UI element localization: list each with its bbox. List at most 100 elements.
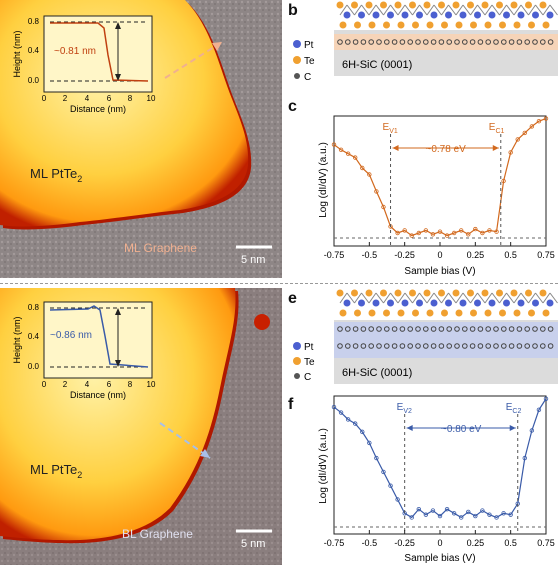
te-atom: [467, 1, 474, 9]
data-point: [381, 204, 386, 210]
data-point: [522, 130, 527, 136]
schematic-b: Pt Te C 6H-SiC (0001): [293, 1, 558, 83]
data-point: [458, 515, 464, 520]
sts-chart-c: -0.75 -0.5 -0.25 0 0.25 0.5 0.75 Sample bias (…: [318, 115, 555, 277]
data-point: [501, 511, 506, 516]
legend-te: Te: [304, 56, 315, 67]
te-atom: [513, 21, 521, 29]
c-atom: [415, 343, 421, 349]
data-point: [416, 230, 421, 236]
data-point: [409, 515, 414, 520]
c-atom: [547, 343, 554, 349]
te-atom: [426, 309, 434, 317]
te-atom: [423, 1, 431, 9]
xtick: 2: [63, 380, 68, 389]
pt-atom: [459, 11, 467, 19]
te-atom: [470, 309, 477, 317]
data-point: [529, 428, 535, 433]
c-atom: [376, 39, 382, 45]
te-atom: [351, 289, 358, 297]
carbon-chain-e1: [337, 326, 554, 332]
te-atom: [365, 1, 373, 9]
scalebar-label-a: 5 nm: [241, 254, 265, 266]
legend-c: C: [304, 372, 311, 383]
c-atom: [368, 326, 374, 332]
c-atom: [423, 326, 429, 332]
pt-atom: [401, 11, 409, 19]
te-legend-icon: [293, 56, 301, 64]
c-atom: [469, 343, 476, 349]
data-point: [487, 512, 492, 517]
te-atom: [394, 289, 402, 297]
data-point: [458, 228, 464, 233]
c-atom: [360, 39, 367, 45]
pt-atom: [343, 11, 351, 19]
te-atom: [470, 21, 477, 29]
data-point: [388, 483, 393, 488]
te-atom: [365, 289, 373, 297]
te-atom: [441, 309, 448, 317]
c-atom: [469, 39, 476, 45]
material-label-a: ML PtTe2: [30, 166, 82, 184]
c-atom: [547, 326, 554, 332]
te-atom: [354, 309, 361, 317]
data-point: [395, 497, 400, 502]
legend-c: C: [304, 72, 311, 83]
pt-atom: [532, 299, 539, 307]
te-atom: [412, 309, 419, 317]
xtick-label: -0.25: [394, 538, 415, 548]
inset-ylabel-a: Height (nm): [12, 30, 22, 77]
c-atom: [477, 326, 484, 332]
plot-frame-c: [333, 115, 547, 247]
c-atom: [547, 39, 554, 45]
te-atom: [455, 309, 463, 317]
c-atom: [540, 343, 546, 349]
c-atom: [438, 343, 445, 349]
ev2-label: EV2: [397, 402, 412, 415]
c-atom: [360, 343, 367, 349]
c-atom: [454, 39, 460, 45]
xtick-label: -0.75: [324, 250, 345, 260]
ytick: 0.4: [28, 332, 40, 341]
substrate-label-e: 6H-SiC (0001): [342, 367, 412, 379]
xtick: 6: [107, 94, 112, 103]
c-atom: [407, 326, 413, 332]
c-atom: [384, 39, 390, 45]
c-atom: [352, 326, 359, 332]
c-atom: [430, 326, 437, 332]
c-atom: [352, 39, 359, 45]
data-point: [536, 119, 542, 124]
pt-atom: [445, 299, 452, 307]
c-atom: [493, 343, 499, 349]
material-label-d: ML PtTe2: [30, 462, 82, 480]
te-atom: [339, 21, 347, 29]
te-atom: [336, 1, 344, 9]
c-atom: [376, 343, 382, 349]
inset-xlabel-a: Distance (nm): [70, 104, 126, 114]
data-point: [501, 178, 506, 184]
data-point: [381, 469, 386, 475]
graphene-layer-e: [334, 322, 558, 358]
gap-arrowhead: [392, 145, 399, 151]
xtick-label: 0.25: [467, 538, 485, 548]
te-atom: [441, 21, 448, 29]
pt-atom: [372, 299, 380, 307]
xtick: 10: [147, 94, 156, 103]
substrate-label-b: 6H-SiC (0001): [342, 59, 412, 71]
c-legend-icon: [294, 73, 300, 79]
te-atom: [380, 1, 387, 9]
substrate-label-d: BL Graphene: [122, 527, 193, 541]
te-atom: [380, 289, 387, 297]
pt-atom: [546, 299, 554, 307]
te-atom: [455, 21, 463, 29]
island-d: [254, 314, 270, 330]
c-atom: [337, 343, 343, 349]
data-point: [402, 228, 407, 233]
substrate-label-a: ML Graphene: [124, 241, 197, 255]
height-profile-d: [49, 305, 149, 368]
pt-atom: [358, 11, 365, 19]
te-atom: [438, 289, 445, 297]
pt-atom: [474, 11, 481, 19]
legend-te: Te: [304, 357, 315, 368]
c-atom: [501, 343, 507, 349]
